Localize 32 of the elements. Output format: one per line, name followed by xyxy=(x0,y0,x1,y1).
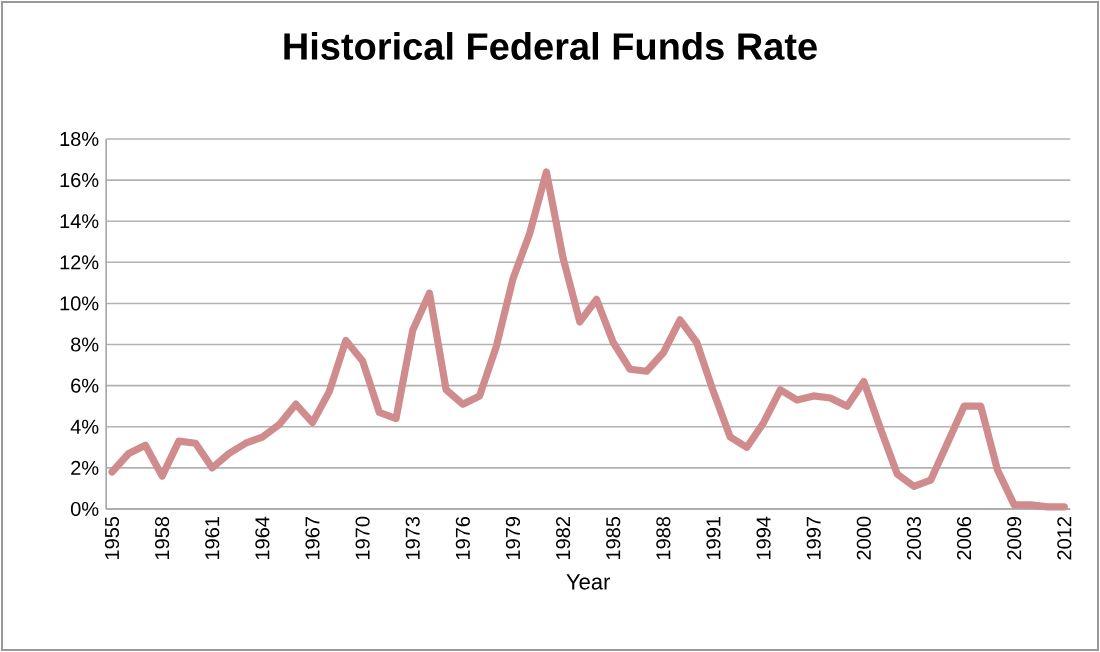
y-tick-label: 14% xyxy=(60,214,99,229)
y-tick-label: 8% xyxy=(71,337,99,352)
x-tick-label: 1979 xyxy=(505,516,521,560)
x-tick-label: 1973 xyxy=(405,516,420,560)
x-tick-label: 2006 xyxy=(956,516,972,560)
x-tick-label: 1970 xyxy=(355,516,370,560)
x-axis-title: Year xyxy=(566,574,611,590)
x-tick-label: 1958 xyxy=(155,516,170,560)
x-tick-label: 2000 xyxy=(856,516,871,560)
x-tick-label: 1976 xyxy=(455,516,470,560)
y-tick-label: 16% xyxy=(60,173,99,188)
x-tick-label: 1955 xyxy=(104,516,120,560)
x-tick-label: 1994 xyxy=(756,516,771,560)
x-tick-label: 1961 xyxy=(205,517,220,560)
y-tick-label: 10% xyxy=(60,296,99,311)
y-tick-label: 4% xyxy=(70,419,99,434)
y-tick-label: 0% xyxy=(70,501,99,517)
x-tick-label: 1988 xyxy=(656,516,671,560)
y-tick-label: 18% xyxy=(60,131,99,147)
x-tick-label: 1991 xyxy=(706,517,721,560)
y-tick-label: 12% xyxy=(60,255,99,270)
x-tick-label: 1982 xyxy=(556,517,571,560)
x-tick-label: 1967 xyxy=(305,517,320,560)
x-tick-label: 2009 xyxy=(1007,516,1022,560)
y-tick-label: 2% xyxy=(71,460,99,475)
y-tick-label: 6% xyxy=(71,378,99,393)
x-tick-label: 2003 xyxy=(906,516,922,560)
x-tick-label: 1964 xyxy=(255,516,270,560)
chart-title: Historical Federal Funds Rate xyxy=(284,32,817,60)
x-tick-label: 1997 xyxy=(806,517,821,560)
x-tick-label: 2012 xyxy=(1057,517,1072,560)
x-tick-label: 1985 xyxy=(606,516,621,560)
